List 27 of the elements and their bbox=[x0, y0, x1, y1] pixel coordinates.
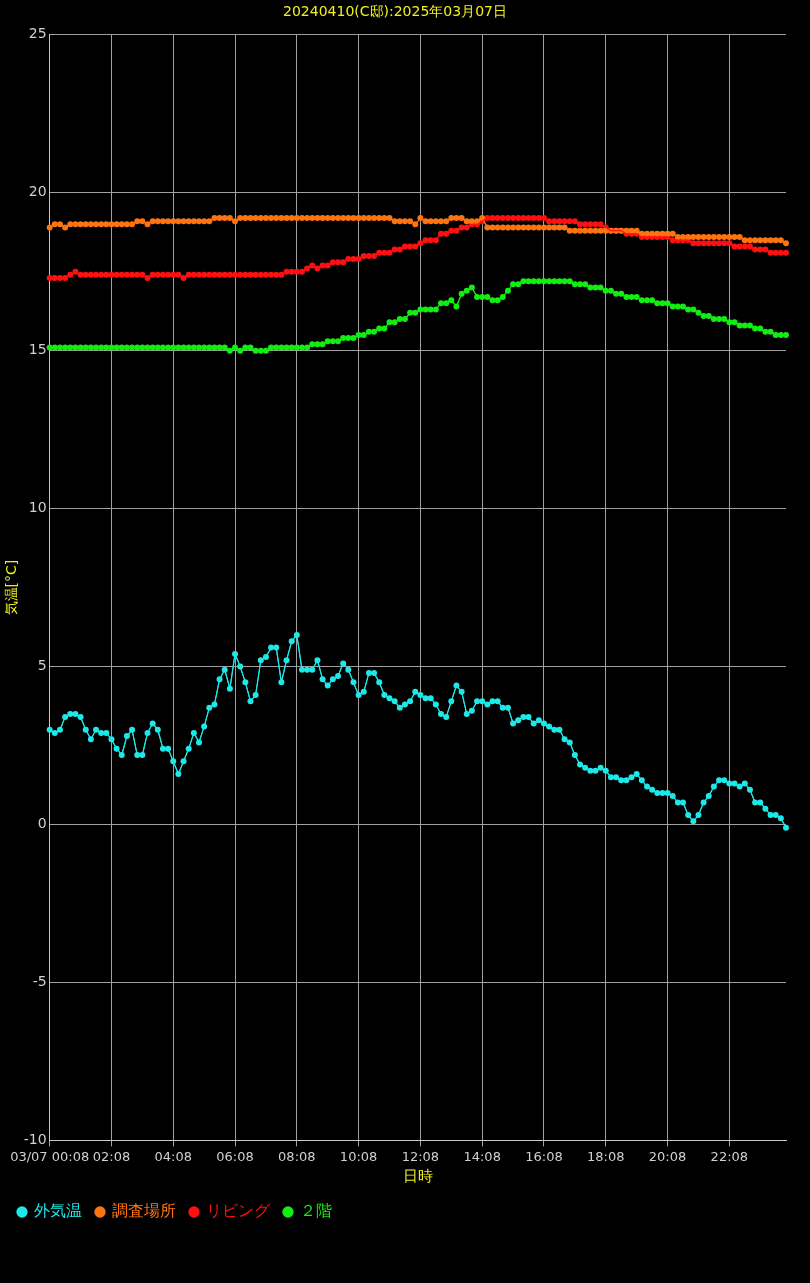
x-axis-title: 日時 bbox=[402, 1166, 433, 1185]
x-tick-label: 08:08 bbox=[278, 1148, 316, 1164]
chart-title: 20240410(C邸):2025年03月07日 bbox=[283, 3, 507, 20]
x-tick-label: 06:08 bbox=[216, 1148, 254, 1164]
legend-label: 調査場所 bbox=[112, 1201, 176, 1221]
y-tick-label: 20 bbox=[28, 183, 47, 200]
x-tick-label: 10:08 bbox=[339, 1148, 378, 1164]
y-tick-label: -10 bbox=[23, 1131, 47, 1148]
legend-label: リビング bbox=[206, 1201, 271, 1221]
x-tick-label: 16:08 bbox=[525, 1148, 563, 1164]
legend-label: 外気温 bbox=[34, 1201, 82, 1221]
y-tick-label: 10 bbox=[28, 499, 47, 516]
x-tick-label: 14:08 bbox=[463, 1148, 501, 1164]
x-tick-label: 04:08 bbox=[154, 1148, 192, 1164]
x-tick-label: 20:08 bbox=[648, 1148, 687, 1164]
x-tick-label: 02:08 bbox=[92, 1148, 131, 1164]
y-tick-label: 25 bbox=[28, 25, 47, 42]
legend-label: ２階 bbox=[300, 1201, 332, 1221]
x-tick-label: 12:08 bbox=[401, 1148, 440, 1164]
x-tick-label: 22:08 bbox=[710, 1148, 749, 1164]
y-tick-label: 0 bbox=[37, 815, 47, 832]
x-tick-label: 03/07 00:08 bbox=[10, 1148, 90, 1164]
y-tick-label: 5 bbox=[37, 657, 47, 674]
x-tick-label: 18:08 bbox=[587, 1148, 625, 1164]
y-tick-label: -5 bbox=[32, 973, 47, 990]
y-tick-label: 15 bbox=[28, 341, 47, 358]
y-axis-title: 気温[°C] bbox=[3, 559, 20, 616]
